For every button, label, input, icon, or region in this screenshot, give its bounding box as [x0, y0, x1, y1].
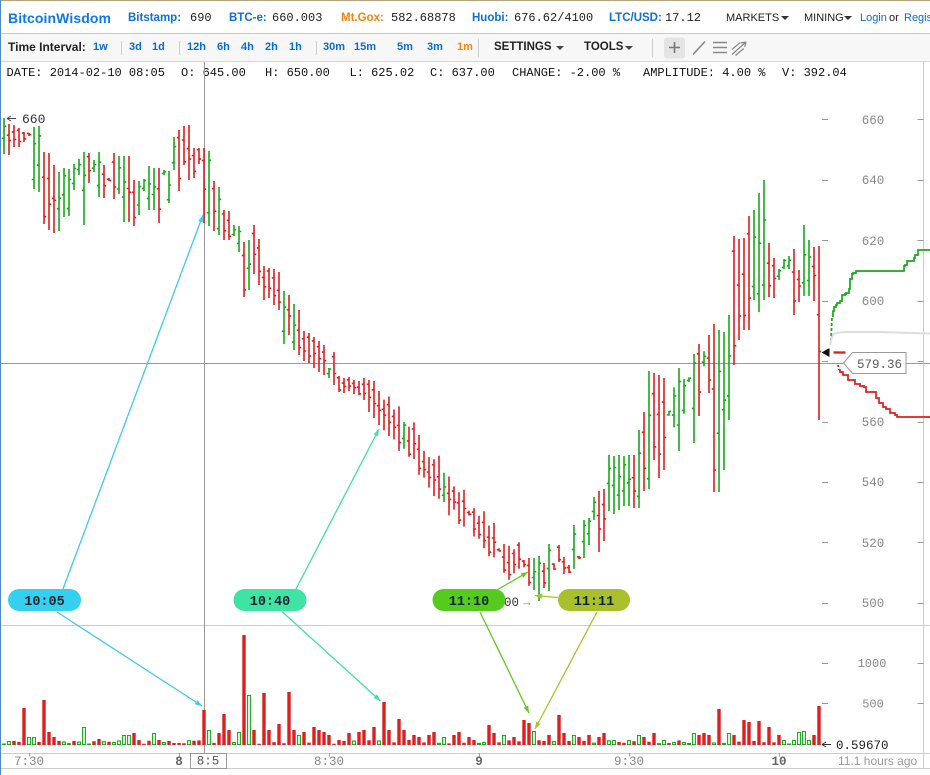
svg-text:660: 660: [22, 112, 45, 127]
svg-text:540: 540: [862, 476, 885, 490]
svg-text:500: 500: [862, 698, 884, 712]
svg-text:620: 620: [862, 235, 885, 249]
svg-text:8:5: 8:5: [197, 755, 220, 769]
svg-text:520: 520: [862, 537, 885, 551]
svg-text:→: →: [523, 596, 531, 610]
svg-text:640: 640: [862, 174, 885, 188]
svg-text:8:30: 8:30: [314, 755, 344, 769]
svg-text:660: 660: [862, 114, 885, 128]
svg-text:560: 560: [862, 416, 885, 430]
svg-text:10:05: 10:05: [24, 595, 65, 610]
svg-text:11:11: 11:11: [574, 595, 615, 610]
svg-text:11:10: 11:10: [449, 595, 490, 610]
svg-text:8: 8: [175, 755, 183, 769]
svg-text:10: 10: [771, 755, 786, 769]
svg-text:1000: 1000: [858, 657, 887, 671]
svg-text:600: 600: [862, 295, 885, 309]
svg-text:579.36: 579.36: [857, 358, 902, 372]
svg-text:11.1 hours ago: 11.1 hours ago: [838, 754, 917, 768]
svg-text:0.59670: 0.59670: [836, 739, 889, 753]
svg-text:10:40: 10:40: [250, 595, 291, 610]
svg-text:9:30: 9:30: [614, 755, 644, 769]
svg-text:9: 9: [475, 755, 483, 769]
svg-text:7:30: 7:30: [14, 755, 44, 769]
svg-text:500: 500: [862, 597, 885, 611]
svg-text:00: 00: [504, 596, 519, 610]
